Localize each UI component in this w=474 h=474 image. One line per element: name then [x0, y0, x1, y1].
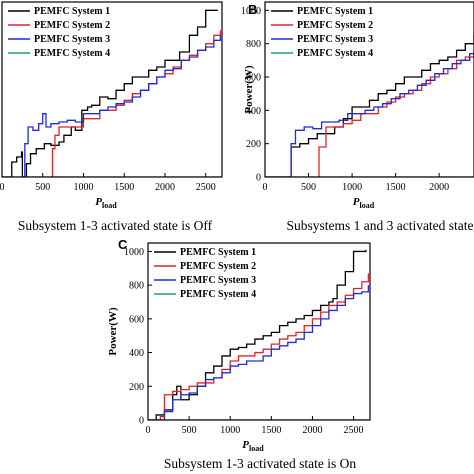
x-tick-label: 2500: [344, 425, 364, 436]
legend-entry: PEMFC System 3: [297, 34, 373, 45]
chart-panel-b: 0 500 1000 1500 2000 0 200 400 600 800 1000 Pload Po…: [241, 1, 474, 210]
panel-caption: Subsystem 1-3 activated state is Off: [18, 218, 213, 233]
x-tick-label: 2000: [302, 425, 322, 436]
legend-entry: PEMFC System 3: [34, 34, 110, 45]
y-tick-label: 400: [246, 106, 261, 117]
series-line-1: [2, 9, 218, 177]
y-tick-label: 600: [246, 73, 261, 84]
y-tick-label: 0: [256, 173, 261, 184]
x-axis-label: Pload: [95, 196, 117, 210]
y-tick-label: 800: [129, 281, 144, 292]
x-tick-label: 1000: [220, 425, 240, 436]
x-tick-label: 0: [0, 182, 5, 193]
legend-entry: PEMFC System 4: [34, 48, 110, 59]
chart-panel-c: 0 500 1000 1500 2000 250002004006008001000Plo…: [107, 237, 371, 453]
panel-caption: Subsystems 1 and 3 activated state: [286, 218, 473, 233]
y-tick-label: 800: [246, 39, 261, 50]
x-tick-label: 1000: [342, 182, 362, 193]
y-tick-label: 400: [129, 348, 144, 359]
legend-entry: PEMFC System 1: [180, 247, 256, 258]
x-axis-label: Pload: [353, 196, 375, 210]
x-tick-label: 2000: [429, 182, 449, 193]
plot-frame: [1, 1, 223, 178]
x-tick-label: 500: [182, 425, 197, 436]
series-line-3: [22, 35, 222, 177]
legend-entry: PEMFC System 1: [34, 6, 110, 17]
series-line-2: [317, 52, 474, 177]
panel-label: B: [248, 2, 257, 17]
panel-caption: Subsystem 1-3 activated state is On: [164, 456, 357, 471]
legend-entry: PEMFC System 2: [34, 20, 110, 31]
x-tick-label: 2500: [196, 182, 216, 193]
chart-panel-a: 0 500 1000 1500 2000 2500 Pload PEMFC System 1 P…: [0, 1, 223, 210]
panel-label: C: [118, 237, 128, 252]
legend-entry: PEMFC System 3: [180, 275, 256, 286]
x-tick-label: 0: [146, 425, 151, 436]
legend-entry: PEMFC System 2: [180, 261, 256, 272]
y-axis-label: Power(W): [243, 65, 255, 114]
plot-frame: [264, 1, 474, 178]
x-tick-label: 1500: [261, 425, 281, 436]
x-tick-label: 2000: [155, 182, 175, 193]
y-tick-label: 0: [139, 416, 144, 427]
x-tick-label: 500: [35, 182, 50, 193]
series-line-1: [265, 35, 474, 177]
y-tick-label: 1000: [124, 247, 144, 258]
x-tick-label: 1000: [73, 182, 93, 193]
plot-frame: [147, 242, 371, 421]
y-tick-label: 200: [129, 382, 144, 393]
legend-entry: PEMFC System 4: [297, 48, 373, 59]
y-tick-label: 600: [129, 314, 144, 325]
x-axis-label: Pload: [242, 439, 264, 453]
y-tick-label: 1000: [241, 6, 261, 17]
x-tick-label: 0: [263, 182, 268, 193]
x-tick-label: 1500: [114, 182, 134, 193]
y-tick-label: 200: [246, 139, 261, 150]
series-line-3: [286, 50, 474, 177]
x-tick-label: 500: [301, 182, 316, 193]
series-line-2: [148, 273, 370, 420]
legend-entry: PEMFC System 2: [297, 20, 373, 31]
legend-entry: PEMFC System 1: [297, 6, 373, 17]
y-axis-label: Power(W): [107, 307, 119, 356]
series-line-3: [148, 285, 370, 420]
x-tick-label: 1500: [386, 182, 406, 193]
legend-entry: PEMFC System 4: [180, 289, 256, 300]
